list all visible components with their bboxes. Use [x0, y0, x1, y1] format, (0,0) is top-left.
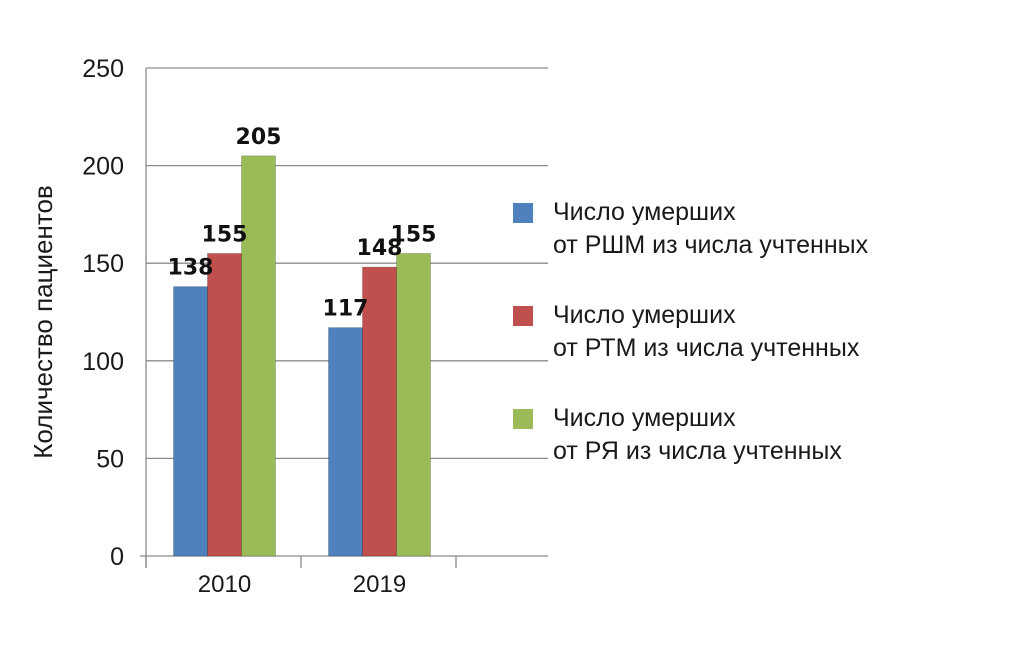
bars: [173, 155, 431, 557]
data-label: 148: [357, 236, 403, 261]
data-label: 205: [236, 125, 282, 150]
legend-swatch-rshm: [513, 203, 533, 223]
legend-label-rya: Число умерших от РЯ из числа учтенных: [553, 404, 842, 465]
legend-swatch-rya: [513, 409, 533, 429]
x-tick-label: 2010: [198, 571, 251, 598]
data-label: 155: [391, 222, 437, 247]
y-tick-label: 150: [82, 250, 124, 278]
legend-item-rya: Число умерших от РЯ из числа учтенных: [513, 402, 993, 505]
bar-2010-series-1: [173, 286, 208, 557]
bar-2010-series-3: [241, 155, 276, 557]
data-label: 117: [323, 297, 369, 322]
legend-label-rshm: Число умерших от РШМ из числа учтенных: [553, 198, 869, 259]
bar-2019-series-3: [396, 252, 431, 557]
y-tick-label: 50: [96, 445, 124, 473]
y-tick-label: 200: [82, 153, 124, 181]
legend-swatch-rtm: [513, 306, 533, 326]
x-tick-label: 2019: [353, 571, 406, 598]
legend-label-rtm: Число умерших от РТМ из числа учтенных: [553, 301, 860, 362]
y-tick-label: 100: [82, 348, 124, 376]
y-tick-label: 0: [110, 543, 124, 571]
bar-2019-series-1: [328, 327, 363, 557]
legend-item-rshm: Число умерших от РШМ из числа учтенных: [513, 196, 993, 299]
legend-item-rtm: Число умерших от РТМ из числа учтенных: [513, 299, 993, 402]
bar-2019-series-2: [362, 266, 397, 557]
data-label: 155: [202, 222, 248, 247]
y-tick-label: 250: [82, 55, 124, 83]
bar-2010-series-2: [207, 252, 242, 557]
y-tick-labels: 0 50 100 150 200 250: [82, 55, 124, 571]
y-axis-title: Количество пациентов: [28, 185, 58, 459]
x-tick-labels: 2010 2019: [198, 571, 406, 598]
legend: Число умерших от РШМ из числа учтенных Ч…: [513, 196, 993, 505]
data-label: 138: [168, 256, 214, 281]
